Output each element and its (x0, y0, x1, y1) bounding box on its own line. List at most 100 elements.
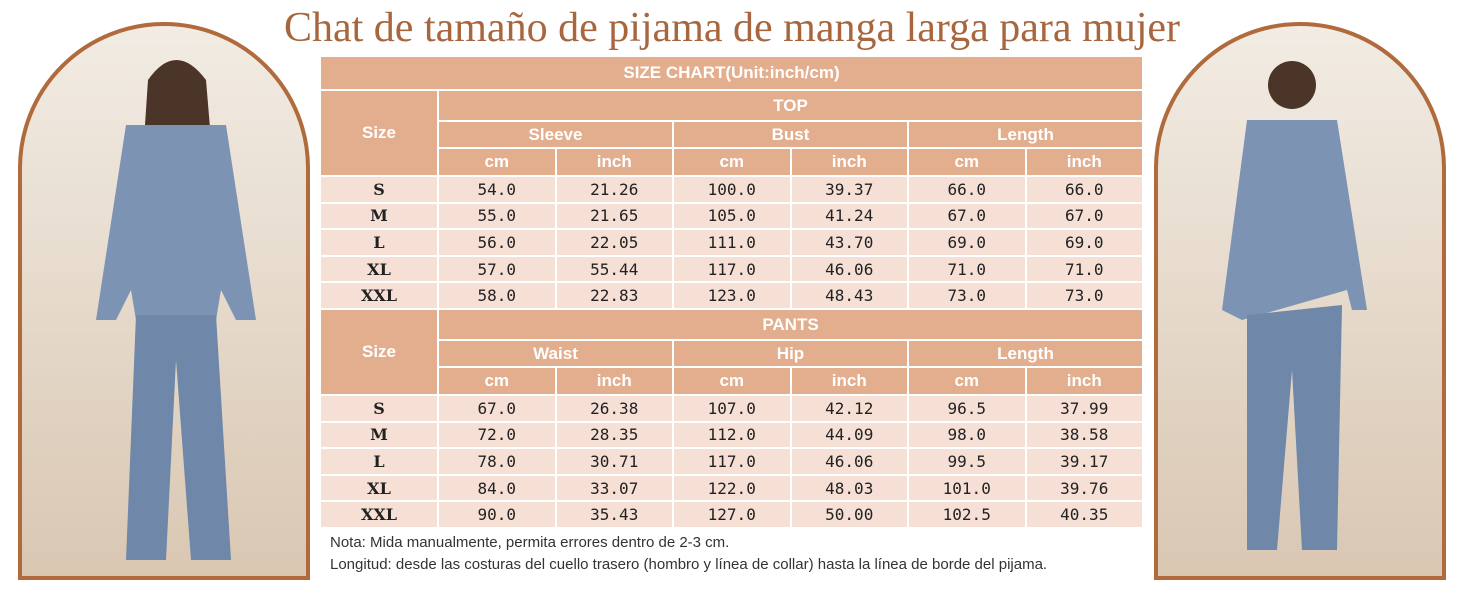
measurement: 54.0 (439, 177, 555, 202)
size-label: M (321, 422, 437, 448)
title: Chat de tamaño de pijama de manga larga … (283, 5, 1181, 51)
measurement: 39.37 (791, 177, 907, 202)
unit-header: cm (674, 149, 790, 175)
measurement: 57.0 (439, 256, 555, 282)
measurement: 117.0 (674, 449, 790, 474)
size-chart-table: SIZE CHART(Unit:inch/cm) Size TOP Sleeve Bus… (320, 56, 1143, 578)
measurement: 46.06 (791, 256, 907, 282)
measurement: 37.99 (1026, 396, 1142, 421)
measurement: 112.0 (674, 422, 790, 448)
measurement: 38.58 (1026, 422, 1142, 448)
measurement: 50.00 (791, 502, 907, 527)
measurement: 67.0 (909, 203, 1025, 229)
size-label: L (321, 449, 437, 474)
measurement: 28.35 (556, 422, 672, 448)
measurement: 42.12 (791, 396, 907, 421)
size-label: M (321, 203, 437, 229)
size-header: Size (321, 310, 437, 394)
column-header: Waist (439, 341, 672, 366)
measurement: 22.05 (556, 230, 672, 255)
measurement: 40.35 (1026, 502, 1142, 527)
size-label: XL (321, 475, 437, 501)
size-label: XL (321, 256, 437, 282)
unit-header: inch (556, 149, 672, 175)
model-photo-front (18, 22, 310, 580)
size-label: XXL (321, 502, 437, 527)
unit-header: inch (1026, 368, 1142, 394)
unit-header: inch (791, 149, 907, 175)
measurement: 30.71 (556, 449, 672, 474)
column-header: Length (909, 341, 1142, 366)
measurement: 69.0 (909, 230, 1025, 255)
column-header: Bust (674, 122, 907, 147)
measurement: 73.0 (1026, 283, 1142, 308)
group-header: PANTS (439, 310, 1142, 339)
measurement: 35.43 (556, 502, 672, 527)
unit-header: inch (791, 368, 907, 394)
measurement: 71.0 (1026, 256, 1142, 282)
measurement: 78.0 (439, 449, 555, 474)
measurement: 21.65 (556, 203, 672, 229)
measurement: 84.0 (439, 475, 555, 501)
measurement: 73.0 (909, 283, 1025, 308)
column-header: Hip (674, 341, 907, 366)
measurement: 21.26 (556, 177, 672, 202)
measurement: 55.44 (556, 256, 672, 282)
measurement: 102.5 (909, 502, 1025, 527)
measurement: 56.0 (439, 230, 555, 255)
column-header: Sleeve (439, 122, 672, 147)
unit-header: inch (556, 368, 672, 394)
notes: Nota: Mida manualmente, permita errores … (330, 532, 1047, 576)
size-label: S (321, 396, 437, 421)
measurement: 39.76 (1026, 475, 1142, 501)
unit-header: cm (909, 149, 1025, 175)
note-line: Longitud: desde las costuras del cuello … (330, 556, 1048, 573)
measurement: 26.38 (556, 396, 672, 421)
measurement: 43.70 (791, 230, 907, 255)
measurement: 72.0 (439, 422, 555, 448)
measurement: 111.0 (674, 230, 790, 255)
size-label: L (321, 230, 437, 255)
measurement: 122.0 (674, 475, 790, 501)
unit-header: cm (674, 368, 790, 394)
measurement: 44.09 (791, 422, 907, 448)
measurement: 96.5 (909, 396, 1025, 421)
measurement: 48.43 (791, 283, 907, 308)
measurement: 107.0 (674, 396, 790, 421)
column-header: Length (909, 122, 1142, 147)
unit-header: cm (909, 368, 1025, 394)
unit-header: cm (439, 368, 555, 394)
measurement: 55.0 (439, 203, 555, 229)
model-photo-back (1154, 22, 1446, 580)
measurement: 66.0 (909, 177, 1025, 202)
measurement: 58.0 (439, 283, 555, 308)
measurement: 33.07 (556, 475, 672, 501)
size-header: Size (321, 91, 437, 175)
measurement: 98.0 (909, 422, 1025, 448)
measurement: 101.0 (909, 475, 1025, 501)
measurement: 22.83 (556, 283, 672, 308)
measurement: 71.0 (909, 256, 1025, 282)
group-header: TOP (439, 91, 1142, 120)
measurement: 117.0 (674, 256, 790, 282)
measurement: 41.24 (791, 203, 907, 229)
measurement: 67.0 (1026, 203, 1142, 229)
unit-header: cm (439, 149, 555, 175)
measurement: 100.0 (674, 177, 790, 202)
measurement: 69.0 (1026, 230, 1142, 255)
measurement: 67.0 (439, 396, 555, 421)
note-line: Nota: Mida manualmente, permita errores … (330, 534, 730, 551)
measurement: 66.0 (1026, 177, 1142, 202)
table-caption: SIZE CHART(Unit:inch/cm) (321, 57, 1142, 89)
measurement: 105.0 (674, 203, 790, 229)
measurement: 99.5 (909, 449, 1025, 474)
measurement: 46.06 (791, 449, 907, 474)
size-label: XXL (321, 283, 437, 308)
measurement: 127.0 (674, 502, 790, 527)
measurement: 48.03 (791, 475, 907, 501)
size-label: S (321, 177, 437, 202)
measurement: 39.17 (1026, 449, 1142, 474)
unit-header: inch (1026, 149, 1142, 175)
measurement: 90.0 (439, 502, 555, 527)
